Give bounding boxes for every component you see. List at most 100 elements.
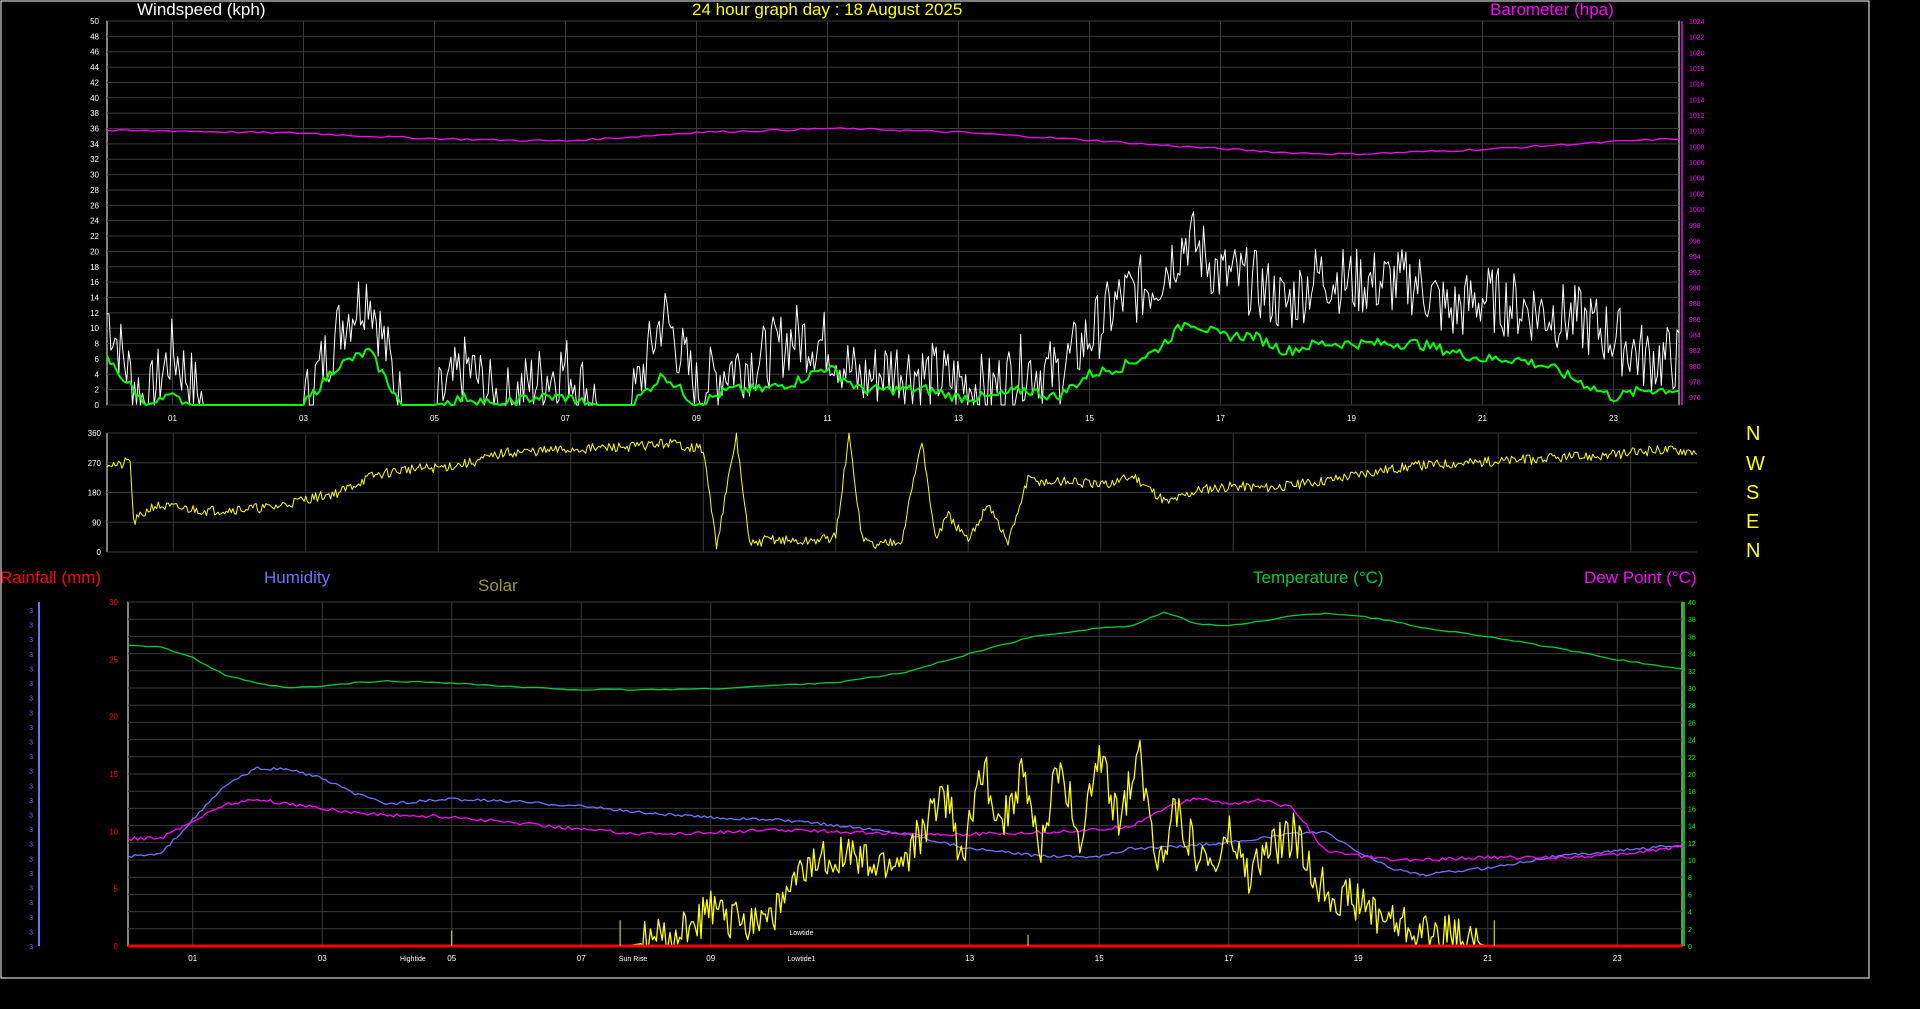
direction-y-tick-label: 270 (88, 459, 102, 468)
temperature-y-tick-label: 6 (1688, 892, 1692, 899)
temperature-series (128, 611, 1683, 691)
temperature-y-tick-label: 34 (1688, 652, 1696, 659)
temperature-y-tick-label: 10 (1688, 858, 1696, 865)
humidity-y-tick-label: 3 (29, 710, 33, 717)
climate-x-tick-label: 15 (1095, 954, 1104, 963)
wind-y-tick-label: 12 (90, 309, 99, 318)
barometer-y-tick-label: 980 (1689, 364, 1701, 371)
climate-x-event-label: Sun Rise (619, 956, 648, 963)
barometer-axis-title: Barometer (hpa) (1490, 0, 1614, 19)
humidity-y-tick-label: 3 (29, 842, 33, 849)
temperature-y-tick-label: 18 (1688, 789, 1696, 796)
humidity-y-tick-label: 3 (29, 769, 33, 776)
temperature-y-tick-label: 24 (1688, 738, 1696, 745)
wind-x-tick-label: 01 (168, 414, 177, 423)
climate-x-tick-label: 19 (1354, 954, 1363, 963)
temperature-y-tick-label: 40 (1688, 600, 1696, 607)
rainfall-y-tick-label: 15 (109, 770, 118, 779)
rainfall-y-tick-label: 20 (109, 713, 118, 722)
wind-y-tick-label: 16 (90, 278, 99, 287)
compass-e-label: E (1746, 511, 1760, 533)
temperature-y-tick-label: 0 (1688, 944, 1692, 951)
wind-x-tick-label: 07 (561, 414, 570, 423)
wind-y-tick-label: 26 (90, 201, 99, 210)
lowtide-annotation: Lowtide (789, 930, 813, 937)
barometer-y-tick-label: 1004 (1689, 176, 1705, 183)
temperature-y-tick-label: 28 (1688, 703, 1696, 710)
dewpoint-title: Dew Point (°C) (1584, 568, 1697, 587)
humidity-y-tick-label: 3 (29, 681, 33, 688)
wind-x-tick-label: 21 (1478, 414, 1487, 423)
humidity-y-tick-label: 3 (29, 900, 33, 907)
wind-panel-frame (106, 20, 1680, 406)
wind-y-tick-label: 10 (90, 324, 99, 333)
wind-x-tick-label: 19 (1347, 414, 1356, 423)
climate-x-event-label: Lowtide1 (787, 956, 815, 963)
wind-y-tick-label: 14 (90, 293, 99, 302)
average-wind-series (106, 321, 1680, 406)
direction-y-tick-label: 0 (97, 548, 102, 557)
humidity-y-tick-label: 3 (29, 827, 33, 834)
barometer-y-tick-label: 1008 (1689, 144, 1705, 151)
temperature-y-tick-label: 16 (1688, 806, 1696, 813)
temperature-title: Temperature (°C) (1253, 568, 1384, 587)
wind-y-tick-label: 44 (90, 63, 99, 72)
barometer-y-tick-label: 1000 (1689, 207, 1705, 214)
wind-y-tick-label: 2 (95, 386, 100, 395)
rainfall-y-tick-label: 30 (109, 598, 118, 607)
climate-x-tick-label: 01 (188, 954, 197, 963)
wind-y-tick-label: 6 (95, 355, 100, 364)
wind-y-tick-label: 38 (90, 109, 99, 118)
windspeed-axis-title: Windspeed (kph) (137, 0, 266, 19)
barometer-y-tick-label: 1012 (1689, 113, 1705, 120)
barometer-y-tick-label: 1016 (1689, 82, 1705, 89)
wind-x-tick-label: 13 (954, 414, 963, 423)
climate-x-tick-label: 07 (577, 954, 586, 963)
humidity-y-tick-label: 3 (29, 783, 33, 790)
barometer-y-tick-label: 994 (1689, 254, 1701, 261)
barometer-y-tick-label: 1002 (1689, 191, 1705, 198)
temperature-y-tick-label: 22 (1688, 755, 1696, 762)
compass-s-label: S (1746, 482, 1760, 504)
barometer-y-tick-label: 990 (1689, 285, 1701, 292)
barometer-y-tick-label: 978 (1689, 379, 1701, 386)
barometer-y-tick-label: 1022 (1689, 35, 1705, 42)
humidity-y-tick-label: 3 (29, 871, 33, 878)
humidity-y-tick-label: 3 (29, 608, 33, 615)
temperature-y-tick-label: 30 (1688, 686, 1696, 693)
humidity-y-tick-label: 3 (29, 856, 33, 863)
wind-y-tick-label: 34 (90, 140, 99, 149)
wind-x-tick-label: 17 (1216, 414, 1225, 423)
wind-x-tick-label: 03 (299, 414, 308, 423)
humidity-y-tick-label: 3 (29, 754, 33, 761)
humidity-y-tick-label: 3 (29, 739, 33, 746)
climate-x-tick-label: 05 (447, 954, 456, 963)
humidity-y-tick-label: 3 (29, 929, 33, 936)
barometer-y-tick-label: 992 (1689, 270, 1701, 277)
temperature-y-tick-label: 38 (1688, 617, 1696, 624)
wind-y-tick-label: 48 (90, 32, 99, 41)
climate-x-tick-label: 23 (1613, 954, 1622, 963)
wind-y-tick-label: 4 (95, 370, 100, 379)
rainfall-y-tick-label: 10 (109, 827, 118, 836)
wind-y-tick-label: 36 (90, 125, 99, 134)
rainfall-y-tick-label: 5 (114, 885, 119, 894)
wind-y-tick-label: 30 (90, 171, 99, 180)
wind-y-tick-label: 24 (90, 217, 99, 226)
humidity-y-tick-label: 3 (29, 666, 33, 673)
humidity-y-tick-label: 3 (29, 798, 33, 805)
rainfall-y-tick-label: 0 (114, 942, 119, 951)
temperature-y-tick-label: 20 (1688, 772, 1696, 779)
climate-x-event-label: Hightide (400, 956, 426, 963)
wind-y-tick-label: 0 (95, 401, 100, 410)
temperature-y-tick-label: 36 (1688, 634, 1696, 641)
climate-x-tick-label: 09 (706, 954, 715, 963)
wind-x-tick-label: 23 (1609, 414, 1618, 423)
wind-x-tick-label: 11 (823, 414, 832, 423)
wind-y-tick-label: 22 (90, 232, 99, 241)
rainfall-y-tick-label: 25 (109, 655, 118, 664)
dewpoint-series (127, 797, 1683, 862)
wind-y-tick-label: 8 (95, 340, 100, 349)
solar-title: Solar (478, 576, 518, 595)
